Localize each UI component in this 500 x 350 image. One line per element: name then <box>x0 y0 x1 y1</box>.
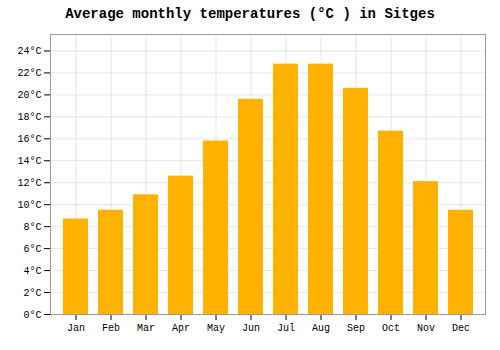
svg-text:14°C: 14°C <box>17 156 41 167</box>
svg-text:Feb: Feb <box>102 323 120 334</box>
svg-text:4°C: 4°C <box>23 266 41 277</box>
svg-text:2°C: 2°C <box>23 288 41 299</box>
svg-text:Sep: Sep <box>347 323 365 334</box>
svg-text:Nov: Nov <box>417 323 435 334</box>
svg-text:10°C: 10°C <box>17 200 41 211</box>
svg-text:Jan: Jan <box>67 323 85 334</box>
html-text:Average monthly temperatures (: Average monthly temperatures (°C ) in Si… <box>65 6 435 22</box>
svg-text:Aug: Aug <box>312 323 330 334</box>
svg-text:24°C: 24°C <box>17 46 41 57</box>
svg-text:Dec: Dec <box>452 323 470 334</box>
svg-text:20°C: 20°C <box>17 90 41 101</box>
svg-text:18°C: 18°C <box>17 112 41 123</box>
svg-text:6°C: 6°C <box>23 244 41 255</box>
svg-text:0°C: 0°C <box>23 310 41 321</box>
svg-text:Apr: Apr <box>172 323 190 334</box>
svg-text:May: May <box>207 323 225 334</box>
svg-text:Jul: Jul <box>277 323 295 334</box>
svg-text:22°C: 22°C <box>17 68 41 79</box>
svg-text:Mar: Mar <box>137 323 155 334</box>
svg-text:16°C: 16°C <box>17 134 41 145</box>
svg-text:8°C: 8°C <box>23 222 41 233</box>
svg-text:12°C: 12°C <box>17 178 41 189</box>
svg-text:Jun: Jun <box>242 323 260 334</box>
svg-text:Oct: Oct <box>382 323 400 334</box>
